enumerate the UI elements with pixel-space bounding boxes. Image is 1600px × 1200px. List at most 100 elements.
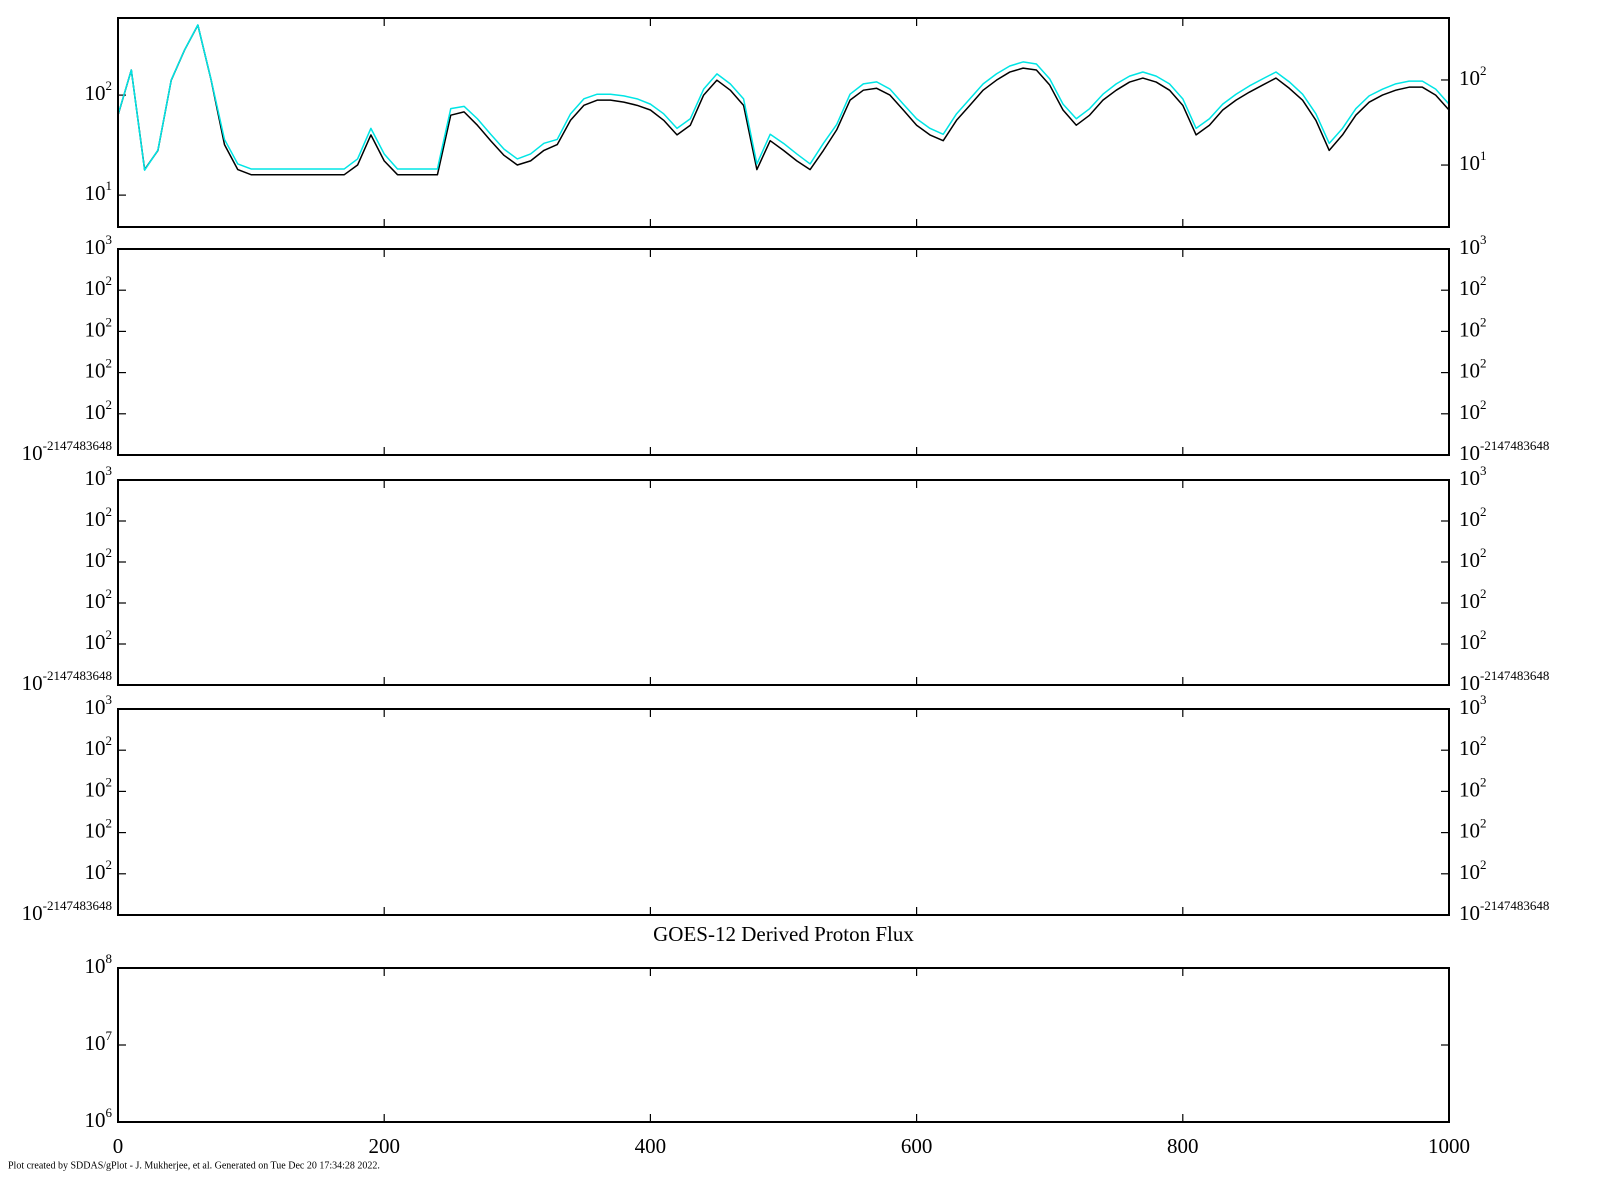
tick-base: 10 — [85, 818, 106, 842]
tick-base: 10 — [85, 317, 106, 341]
tick-base: 10 — [22, 901, 43, 925]
tick-exponent: 2 — [106, 586, 113, 601]
y-tick-label: 102 — [85, 627, 113, 654]
tick-exponent: 2 — [106, 273, 113, 288]
tick-base: 10 — [1459, 507, 1480, 531]
tick-exponent: 2 — [1480, 314, 1487, 329]
y-tick-label: 103 — [1459, 692, 1487, 719]
tick-base: 10 — [1459, 466, 1480, 490]
tick-exponent: 2 — [106, 356, 113, 371]
chart-title: GOES-12 Derived Proton Flux — [653, 922, 914, 946]
x-tick-label: 800 — [1167, 1134, 1199, 1158]
tick-exponent: -2147483648 — [1480, 668, 1549, 683]
tick-exponent: 3 — [106, 692, 113, 707]
tick-exponent: 2 — [1480, 774, 1487, 789]
tick-exponent: -2147483648 — [1480, 898, 1549, 913]
y-tick-label: 102 — [85, 504, 113, 531]
y-tick-label: 102 — [85, 273, 113, 300]
tick-base: 10 — [1459, 276, 1480, 300]
y-tick-label: 102 — [85, 78, 113, 105]
tick-base: 10 — [85, 860, 106, 884]
tick-exponent: 2 — [1480, 63, 1487, 78]
x-tick-label: 0 — [113, 1134, 124, 1158]
tick-exponent: 2 — [1480, 816, 1487, 831]
tick-exponent: 2 — [106, 627, 113, 642]
tick-base: 10 — [85, 181, 106, 205]
y-tick-label: 101 — [1459, 148, 1487, 175]
y-tick-label: 10-2147483648 — [22, 898, 112, 925]
y-tick-label: 102 — [1459, 63, 1487, 90]
y-tick-label: 102 — [85, 314, 113, 341]
tick-exponent: 2 — [106, 78, 113, 93]
tick-exponent: 2 — [1480, 356, 1487, 371]
panel-frame — [117, 967, 1450, 1123]
y-tick-label: 102 — [1459, 397, 1487, 424]
y-tick-label: 107 — [85, 1028, 113, 1055]
tick-exponent: 2 — [1480, 627, 1487, 642]
tick-base: 10 — [1459, 317, 1480, 341]
y-tick-label: 103 — [85, 692, 113, 719]
tick-base: 10 — [1459, 548, 1480, 572]
tick-exponent: 7 — [106, 1028, 113, 1043]
x-tick-label: 200 — [368, 1134, 400, 1158]
tick-exponent: 3 — [1480, 232, 1487, 247]
tick-base: 10 — [85, 777, 106, 801]
y-tick-label: 102 — [85, 397, 113, 424]
tick-exponent: 2 — [106, 504, 113, 519]
panel-frame — [117, 708, 1450, 916]
tick-base: 10 — [85, 954, 106, 978]
panel-frame — [117, 479, 1450, 686]
tick-exponent: 2 — [106, 857, 113, 872]
y-tick-label: 10-2147483648 — [1459, 668, 1549, 695]
tick-exponent: -2147483648 — [43, 668, 112, 683]
x-tick-label: 400 — [635, 1134, 667, 1158]
tick-base: 10 — [85, 235, 106, 259]
y-tick-label: 102 — [1459, 774, 1487, 801]
y-tick-label: 103 — [85, 232, 113, 259]
tick-base: 10 — [1459, 151, 1480, 175]
y-tick-label: 103 — [85, 463, 113, 490]
tick-base: 10 — [85, 400, 106, 424]
tick-base: 10 — [85, 695, 106, 719]
y-tick-label: 102 — [1459, 273, 1487, 300]
tick-exponent: 2 — [106, 397, 113, 412]
tick-base: 10 — [22, 441, 43, 465]
footer: Plot created by SDDAS/gPlot - J. Mukherj… — [8, 1160, 380, 1171]
y-tick-label: 102 — [85, 774, 113, 801]
tick-base: 10 — [85, 736, 106, 760]
tick-exponent: 3 — [1480, 463, 1487, 478]
tick-exponent: 3 — [106, 463, 113, 478]
tick-base: 10 — [85, 630, 106, 654]
tick-base: 10 — [85, 1031, 106, 1055]
y-tick-label: 102 — [1459, 356, 1487, 383]
tick-base: 10 — [85, 276, 106, 300]
tick-exponent: 8 — [106, 951, 113, 966]
y-tick-label: 102 — [1459, 627, 1487, 654]
panel-frame — [117, 248, 1450, 456]
tick-exponent: 1 — [106, 178, 113, 193]
tick-exponent: 2 — [106, 816, 113, 831]
y-tick-label: 102 — [1459, 816, 1487, 843]
y-tick-label: 101 — [85, 178, 113, 205]
tick-base: 10 — [1459, 235, 1480, 259]
tick-exponent: 2 — [1480, 586, 1487, 601]
tick-base: 10 — [85, 1108, 106, 1132]
tick-exponent: 2 — [1480, 733, 1487, 748]
tick-base: 10 — [1459, 441, 1480, 465]
y-tick-label: 102 — [1459, 314, 1487, 341]
tick-base: 10 — [1459, 671, 1480, 695]
tick-base: 10 — [22, 671, 43, 695]
tick-base: 10 — [1459, 777, 1480, 801]
tick-base: 10 — [1459, 589, 1480, 613]
y-tick-label: 102 — [85, 586, 113, 613]
tick-exponent: 2 — [106, 774, 113, 789]
y-tick-label: 102 — [1459, 504, 1487, 531]
tick-base: 10 — [85, 548, 106, 572]
data-line — [117, 24, 1450, 171]
tick-exponent: 3 — [106, 232, 113, 247]
tick-base: 10 — [85, 507, 106, 531]
tick-base: 10 — [1459, 400, 1480, 424]
y-tick-label: 103 — [1459, 232, 1487, 259]
